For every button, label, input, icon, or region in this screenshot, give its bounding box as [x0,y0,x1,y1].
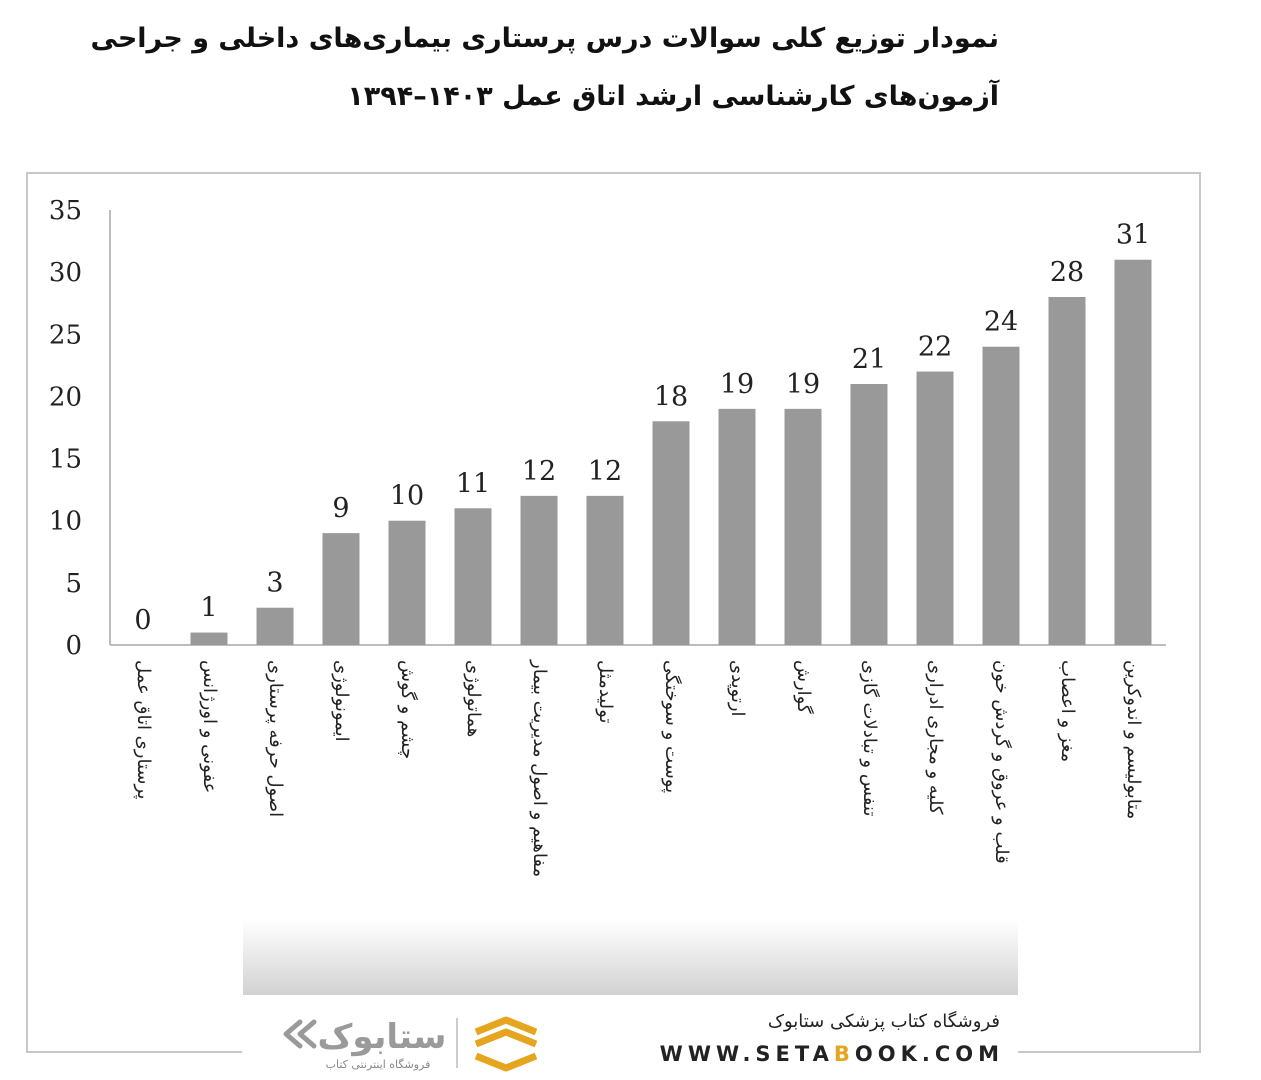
value-label: 24 [984,307,1018,338]
chart-title: نمودار توزیع کلی سوالات درس پرستاری بیما… [90,10,999,126]
bar-chart: 0 5 10 15 20 25 30 35 0 1 3 9 10 11 12 12 18 19 19 21 22 24 2… [49,196,1166,877]
logo-subtitle: فروشگاه اینترنتی کتاب [326,1058,431,1071]
value-label: 1 [200,593,217,624]
bar [256,607,294,645]
value-label: 11 [456,468,490,499]
category-label: اصول حرفه پرستاری [265,660,286,817]
bar [190,632,228,645]
category-label: کلیه و مجاری ادراری [925,660,946,815]
bar [784,408,822,645]
chart-title-line-1: نمودار توزیع کلی سوالات درس پرستاری بیما… [90,23,999,54]
category-label: مغز و اعصاب [1057,660,1078,762]
category-label: تنفس و تبادلات گازی [859,660,881,816]
category-labels: پرستاری اتاق عمل عفونی و اورژانس اصول حرفه… [133,659,1144,877]
bar [520,495,558,645]
y-tick-label: 20 [49,382,82,412]
category-label: ارتوپدی [727,660,748,717]
value-label: 31 [1116,220,1150,251]
chart-title-line-2: آزمون‌های کارشناسی ارشد اتاق عمل ۱۴۰۳–۱۳… [347,81,999,112]
value-label: 0 [134,605,151,636]
y-tick-label: 35 [49,196,82,226]
bar [718,408,756,645]
bar [388,520,426,645]
bar [850,384,888,645]
bar [916,371,954,645]
category-label: قلب و عروق و گردش خون [991,660,1013,864]
y-tick-label: 5 [65,569,82,599]
frame-bottom-right [1018,1051,1201,1053]
bar [322,533,360,645]
y-tick-label: 10 [49,507,82,537]
brand-title: فروشگاه کتاب پزشکی ستابوک [767,1011,1000,1032]
category-label: تولیدمثل [595,660,616,723]
brand-footer: ستابوک فروشگاه اینترنتی کتاب فروشگاه کتا… [278,1010,1018,1072]
y-axis-ticks: 0 5 10 15 20 25 30 35 [49,196,82,661]
value-label: 3 [266,568,283,599]
value-label: 22 [918,332,952,363]
category-label: عفونی و اورژانس [199,660,220,793]
y-tick-label: 15 [49,445,82,475]
category-label: ایمونولوژی [331,660,352,742]
brand-url: WWW.SETABOOK.COM [660,1042,1004,1066]
category-label: هماتولوژی [463,660,484,737]
category-label: پوست و سوختگی [661,660,683,793]
bar [454,508,492,645]
chart-frame [26,172,1201,1052]
bar [586,495,624,645]
value-label: 9 [332,493,349,524]
value-label: 21 [852,344,886,375]
category-label: گوارش [793,660,815,714]
y-tick-label: 25 [49,320,82,350]
bar [982,346,1020,645]
value-label: 10 [390,481,424,512]
value-label: 19 [720,369,754,400]
value-labels: 0 1 3 9 10 11 12 12 18 19 19 21 22 24 28 31 [134,220,1150,636]
frame-bottom-left [26,1051,242,1053]
y-tick-label: 30 [49,258,82,288]
value-label: 12 [522,456,556,487]
value-label: 18 [654,381,688,412]
url-highlight: B [833,1042,855,1066]
category-label: پرستاری اتاق عمل [133,660,154,799]
bar [652,421,690,645]
category-label: متابولیسم و اندوکرین [1123,660,1144,819]
url-suffix: OOK.COM [854,1042,1004,1066]
value-label: 19 [786,369,820,400]
bar [1048,297,1086,645]
logo-text: ستابوک [318,1017,447,1057]
scan-shadow [243,920,1018,995]
bars [190,259,1152,645]
value-label: 28 [1050,257,1084,288]
setabook-logo: ستابوک فروشگاه اینترنتی کتاب [283,1016,538,1072]
value-label: 12 [588,456,622,487]
logo-book-icon [474,1016,538,1072]
category-label: چشم و گوش [397,660,419,759]
url-prefix: WWW.SETA [659,1042,834,1066]
bar [1114,259,1152,645]
y-tick-label: 0 [65,631,82,661]
category-label: مفاهیم و اصول مدیریت بیمار [529,659,550,877]
